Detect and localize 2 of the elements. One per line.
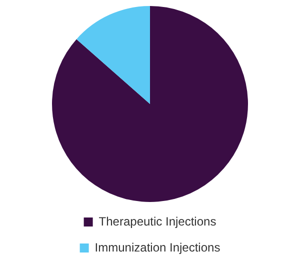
legend-label: Immunization Injections (94, 240, 220, 254)
legend-label: Therapeutic Injections (98, 214, 216, 228)
